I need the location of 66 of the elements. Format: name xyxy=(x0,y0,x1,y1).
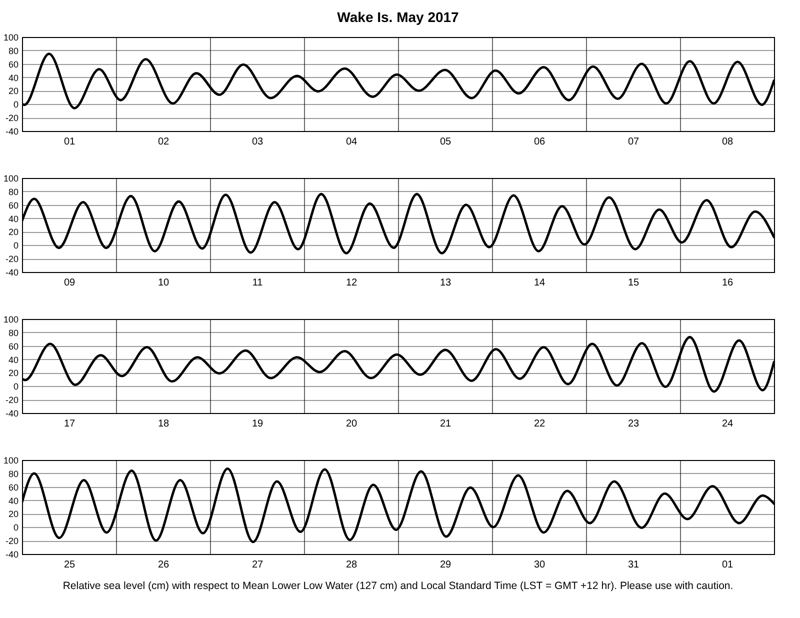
chart-title: Wake Is. May 2017 xyxy=(337,9,460,25)
y-tick-label: 100 xyxy=(3,32,18,42)
x-tick-label: 13 xyxy=(440,278,452,288)
x-tick-label: 17 xyxy=(64,418,76,430)
y-tick-label: 0 xyxy=(13,382,18,392)
x-tick-label: 29 xyxy=(440,560,452,570)
x-tick-label: 28 xyxy=(346,560,358,570)
x-tick-label: 26 xyxy=(158,560,170,570)
y-tick-label: 20 xyxy=(8,86,18,96)
x-tick-label: 16 xyxy=(722,278,734,288)
y-tick-label: 100 xyxy=(3,314,18,324)
y-tick-label: 0 xyxy=(13,100,18,110)
y-tick-label: -20 xyxy=(5,536,18,546)
x-tick-label: 01 xyxy=(64,136,76,148)
y-tick-label: 40 xyxy=(8,496,18,506)
x-tick-label: 10 xyxy=(158,278,170,288)
y-tick-label: 60 xyxy=(8,59,18,70)
x-tick-label: 14 xyxy=(534,278,546,288)
x-tick-label: 23 xyxy=(628,418,640,430)
x-tick-label: 11 xyxy=(252,278,264,288)
y-tick-label: -20 xyxy=(5,395,18,406)
x-tick-label: 08 xyxy=(722,136,734,148)
x-tick-label: 01 xyxy=(722,560,734,570)
y-tick-label: -40 xyxy=(5,126,18,136)
y-tick-label: 20 xyxy=(8,368,18,378)
y-tick-label: 100 xyxy=(3,456,18,466)
x-tick-label: 19 xyxy=(252,418,264,430)
y-tick-label: -40 xyxy=(5,268,18,278)
y-tick-label: 80 xyxy=(8,468,18,479)
y-tick-label: 60 xyxy=(8,341,18,352)
x-tick-label: 15 xyxy=(628,278,640,288)
x-tick-label: 31 xyxy=(628,560,640,570)
y-tick-label: 20 xyxy=(8,509,18,520)
y-tick-label: -40 xyxy=(5,408,18,418)
x-tick-label: 22 xyxy=(534,418,546,430)
y-tick-label: 80 xyxy=(8,186,18,197)
x-tick-label: 24 xyxy=(722,418,734,430)
x-tick-label: 21 xyxy=(440,418,452,430)
x-tick-label: 07 xyxy=(628,136,640,148)
y-tick-label: 40 xyxy=(8,214,18,224)
x-tick-label: 05 xyxy=(440,136,452,148)
x-tick-label: 03 xyxy=(252,136,264,148)
y-tick-label: 40 xyxy=(8,354,18,365)
y-tick-label: 20 xyxy=(8,227,18,238)
y-tick-label: 40 xyxy=(8,72,18,83)
x-tick-label: 30 xyxy=(534,560,546,570)
x-tick-label: 06 xyxy=(534,136,546,148)
x-tick-label: 02 xyxy=(158,136,170,148)
y-tick-label: 0 xyxy=(13,240,18,251)
x-tick-label: 12 xyxy=(346,278,358,288)
y-tick-label: 80 xyxy=(8,46,18,56)
y-tick-label: -20 xyxy=(5,254,18,264)
x-tick-label: 27 xyxy=(252,560,264,570)
text: Relative sea level (cm) with respect to Mean Lower Low Water (127 cm) and Local Standard Time (LST = GMT +12 hr). Please use with caution. xyxy=(62,580,734,592)
x-tick-label: 09 xyxy=(64,278,76,288)
y-tick-label: 60 xyxy=(8,482,18,492)
y-tick-label: 80 xyxy=(8,328,18,338)
y-tick-label: -20 xyxy=(5,113,18,124)
y-tick-label: -40 xyxy=(5,550,18,560)
y-tick-label: 0 xyxy=(13,522,18,533)
x-tick-label: 25 xyxy=(64,560,76,570)
x-tick-label: 04 xyxy=(346,136,358,148)
x-tick-label: 18 xyxy=(158,418,170,430)
y-tick-label: 100 xyxy=(3,174,18,184)
x-tick-label: 20 xyxy=(346,418,358,430)
y-tick-label: 60 xyxy=(8,200,18,210)
